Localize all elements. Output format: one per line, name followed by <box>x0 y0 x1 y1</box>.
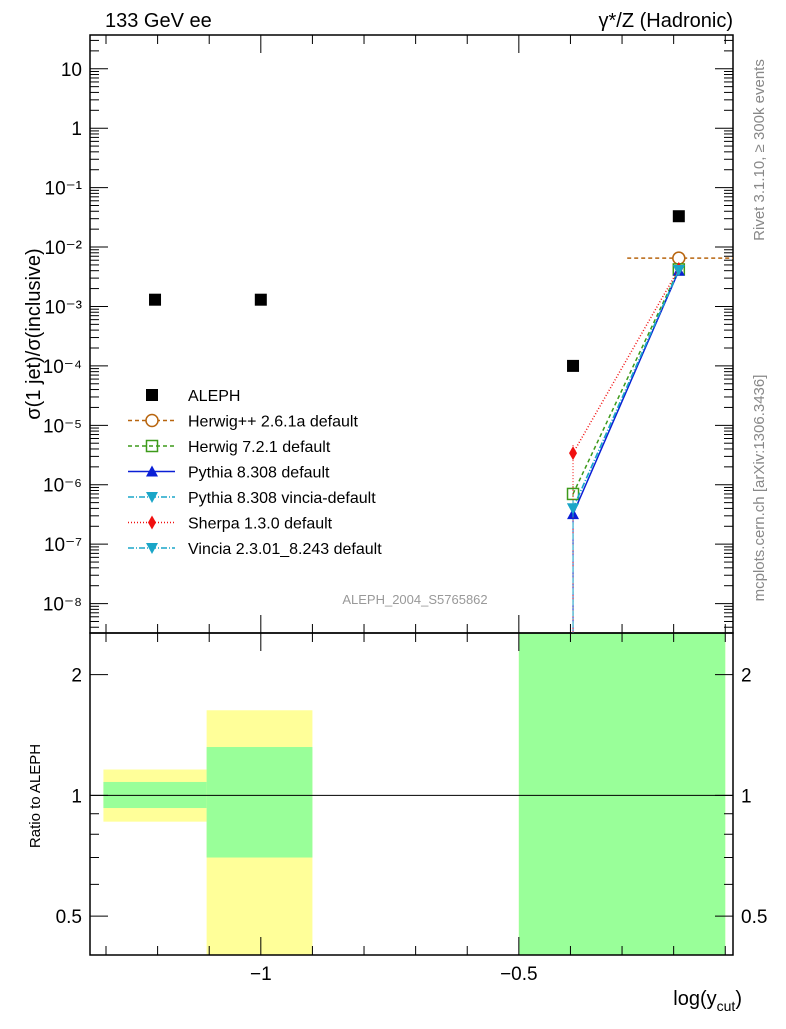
series-line <box>572 268 680 454</box>
series-aleph <box>149 210 685 372</box>
data-point <box>569 446 578 461</box>
series-vincia-2-3-01-8-243-default <box>567 265 685 633</box>
series-pythia-8-308-vincia-default <box>567 265 685 633</box>
ratio-y-tick-label-right: 2 <box>741 666 752 687</box>
series-pythia-8-308-default <box>567 264 685 633</box>
series-sherpa-1-3-0-default <box>569 261 683 633</box>
ratio-band-green <box>206 747 313 858</box>
data-point <box>567 359 580 372</box>
data-point <box>672 265 685 277</box>
data-point <box>254 293 267 306</box>
legend-label: Herwig++ 2.6.1a default <box>188 414 358 431</box>
y-tick-label: 10⁻² <box>45 238 83 259</box>
y-tick-label: 10⁻⁷ <box>44 535 82 556</box>
legend-marker <box>146 465 158 477</box>
legend-label: Vincia 2.3.01_8.243 default <box>188 541 382 558</box>
title-left: 133 GeV ee <box>105 10 212 32</box>
x-axis-label: log(ycut) <box>673 988 742 1014</box>
y-tick-label: 10⁻⁶ <box>43 476 82 497</box>
y-tick-label: 10⁻⁸ <box>43 595 82 616</box>
ratio-y-tick-label: 1 <box>71 786 82 807</box>
legend-entry: Herwig++ 2.6.1a default <box>128 414 358 431</box>
legend-marker <box>145 413 159 428</box>
ratio-y-tick-label-right: 1 <box>741 786 752 807</box>
data-point <box>672 210 685 223</box>
title-right: γ*/Z (Hadronic) <box>599 10 733 32</box>
legend-label: Sherpa 1.3.0 default <box>188 516 333 533</box>
legend-marker <box>148 515 156 530</box>
series-line <box>572 269 680 495</box>
mcplots-label: mcplots.cern.ch [arXiv:1306.3436] <box>751 375 768 602</box>
legend-label: Pythia 8.308 default <box>188 465 330 482</box>
main-frame <box>89 34 734 634</box>
y-axis-label: σ(1 jet)/σ(inclusive) <box>23 248 45 419</box>
legend-entry: Pythia 8.308 vincia-default <box>128 490 376 507</box>
series-herwig-2-6-1a-default <box>627 251 733 265</box>
data-point <box>149 293 162 306</box>
y-tick-label: 1 <box>71 119 82 140</box>
series-line <box>572 269 680 509</box>
legend-entry: Vincia 2.3.01_8.243 default <box>128 541 382 558</box>
y-tick-label: 10⁻⁴ <box>43 357 82 378</box>
y-tick-label: 10⁻⁵ <box>43 416 82 437</box>
legend-marker <box>146 389 158 401</box>
data-point <box>567 503 580 515</box>
legend-entry: Sherpa 1.3.0 default <box>128 515 333 533</box>
y-tick-label: 10 <box>61 60 82 81</box>
y-tick-label: 10⁻¹ <box>45 179 83 200</box>
legend-label: Pythia 8.308 vincia-default <box>188 490 376 507</box>
ratio-band-green <box>518 633 726 955</box>
legend-label: Herwig 7.2.1 default <box>188 439 331 456</box>
analysis-label: ALEPH_2004_S5765862 <box>342 592 487 607</box>
legend-marker <box>145 439 159 453</box>
series-line <box>572 270 680 515</box>
legend-label: ALEPH <box>188 388 240 405</box>
rivet-label: Rivet 3.1.10, ≥ 300k events <box>751 59 768 241</box>
ratio-y-axis-label: Ratio to ALEPH <box>27 744 44 848</box>
ratio-y-tick-label: 2 <box>71 666 82 687</box>
legend-marker <box>146 492 158 503</box>
y-tick-label: 10⁻³ <box>45 297 83 318</box>
ratio-frame <box>89 632 734 956</box>
series-herwig-7-2-1-default <box>566 263 686 633</box>
ratio-y-tick-label: 0.5 <box>56 907 82 928</box>
legend-entry: Herwig 7.2.1 default <box>128 439 331 456</box>
x-tick-label: −0.5 <box>500 964 538 985</box>
legend-entry: Pythia 8.308 default <box>128 465 330 482</box>
ratio-y-tick-label-right: 0.5 <box>741 907 767 928</box>
legend-entry: ALEPH <box>146 388 240 405</box>
legend-marker <box>146 543 158 554</box>
x-tick-label: −1 <box>250 964 272 985</box>
